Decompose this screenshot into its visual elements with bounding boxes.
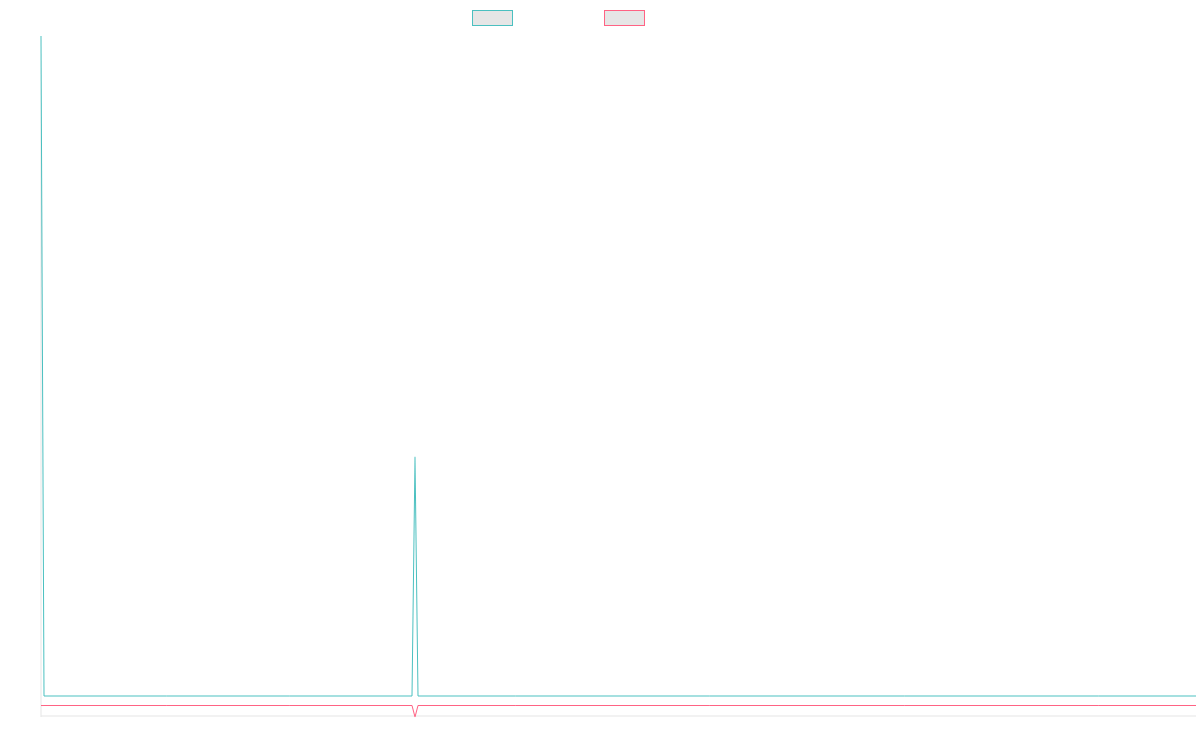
series-1-segment <box>411 456 416 696</box>
axes <box>40 36 1196 717</box>
series-2-segment <box>411 705 416 718</box>
legend <box>472 10 645 26</box>
series-2-segment <box>414 705 419 718</box>
legend-swatch <box>604 10 645 26</box>
series-2 <box>41 705 1196 718</box>
series-layer <box>40 35 1196 718</box>
legend-item[interactable] <box>604 10 645 26</box>
legend-item[interactable] <box>472 10 513 26</box>
legend-swatch <box>472 10 513 26</box>
series-1-segment <box>414 456 419 696</box>
series-1-segment <box>40 35 45 696</box>
series-1 <box>40 35 1196 697</box>
